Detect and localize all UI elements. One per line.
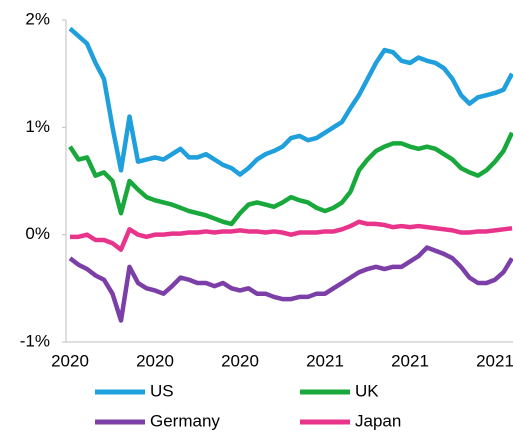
legend-label: UK — [355, 381, 379, 400]
x-tick-label: 2021 — [391, 351, 429, 370]
x-tick-label: 2021 — [306, 351, 344, 370]
series-line — [68, 26, 513, 177]
x-tick-label: 2020 — [221, 351, 259, 370]
series-line — [70, 219, 513, 252]
series-line — [68, 245, 513, 323]
legend-label: Germany — [150, 411, 220, 430]
y-tick-label: 1% — [25, 117, 50, 136]
y-tick-label: 2% — [25, 9, 50, 28]
legend-label: Japan — [355, 411, 401, 430]
legend-label: US — [150, 381, 174, 400]
series-line — [68, 131, 513, 227]
y-tick-label: 0% — [25, 224, 50, 243]
x-tick-label: 2021 — [476, 351, 513, 370]
x-tick-label: 2020 — [136, 351, 174, 370]
x-tick-label: 2020 — [51, 351, 89, 370]
y-tick-label: -1% — [20, 331, 50, 350]
